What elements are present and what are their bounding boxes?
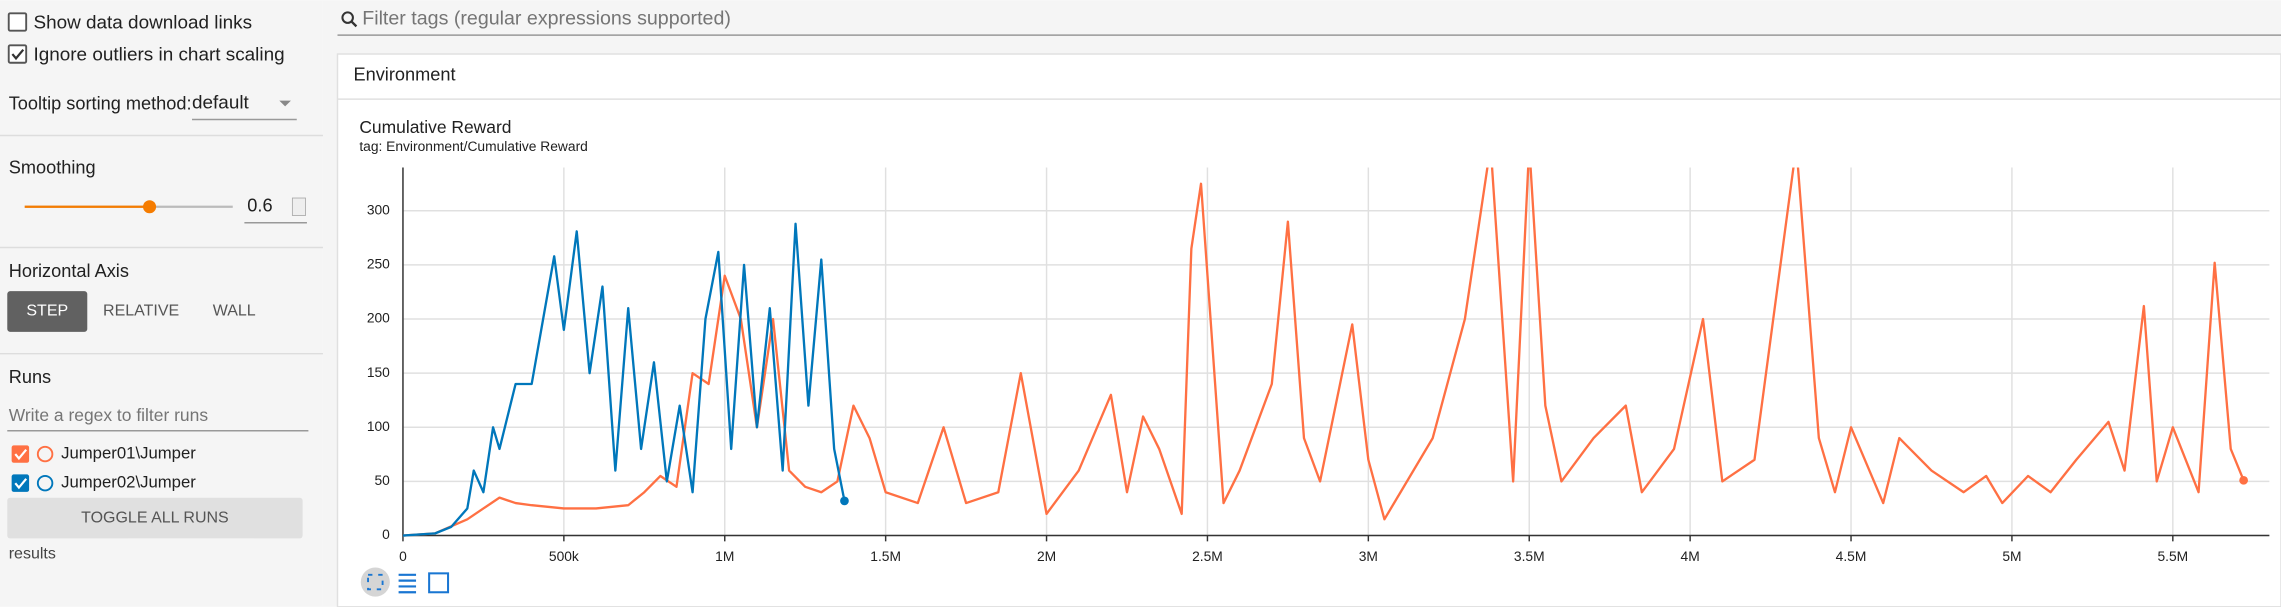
y-tick-label: 150 (367, 364, 390, 380)
slider-thumb[interactable] (142, 200, 157, 214)
y-tick-label: 0 (382, 526, 390, 542)
smoothing-input[interactable]: 0.6 (247, 196, 272, 216)
check-mark (14, 478, 28, 490)
x-tick-label: 1.5M (870, 548, 901, 564)
option-label: Show data download links (33, 12, 252, 33)
run-checkbox[interactable] (11, 445, 30, 463)
option-label: Tooltip sorting method: (9, 94, 192, 114)
card (336, 53, 2281, 607)
series-line (402, 167, 2245, 537)
search-icon (341, 11, 354, 24)
x-tick-label: 3.5M (1514, 548, 1545, 564)
option-label: Ignore outliers in chart scaling (33, 44, 284, 65)
x-tick-label: 2M (1037, 548, 1056, 564)
chart-subtitle: tag: Environment/Cumulative Reward (359, 138, 588, 154)
x-tick-label: 0 (399, 548, 407, 564)
search-icon (350, 20, 358, 28)
x-tick-label: 3M (1359, 548, 1378, 564)
run-checkbox[interactable] (11, 474, 30, 492)
fit-button[interactable] (360, 567, 390, 597)
end-point (840, 496, 849, 506)
x-tick-label: 4M (1681, 548, 1700, 564)
x-tick-label: 4.5M (1836, 548, 1867, 564)
zoom-button[interactable] (428, 572, 450, 594)
check-mark (11, 48, 25, 61)
fit-icon (367, 573, 384, 591)
y-tick-label: 250 (367, 256, 390, 272)
x-tick-label: 5M (2002, 548, 2021, 564)
section-label: Runs (9, 367, 51, 387)
run-list: Jumper01\Jumper Jumper02\Jumper (11, 443, 196, 492)
y-tick-label: 300 (367, 201, 390, 217)
axis-button[interactable]: RELATIVE (103, 303, 179, 320)
run-color (36, 474, 54, 492)
x-tick-label: 1M (715, 548, 734, 564)
run-color (36, 445, 54, 463)
chart-title: Cumulative Reward (359, 117, 511, 137)
legend-button[interactable] (398, 573, 417, 594)
y-tick-label: 200 (367, 310, 390, 326)
section-title[interactable]: Environment (353, 65, 455, 85)
tag-filter[interactable]: Filter tags (regular expressions support… (362, 7, 731, 29)
x-tick-label: 2.5M (1192, 548, 1223, 564)
y-tick-label: 100 (367, 418, 390, 434)
series-line (402, 222, 846, 537)
toggle-label[interactable]: TOGGLE ALL RUNS (81, 509, 229, 526)
end-point (2239, 475, 2248, 485)
plot (402, 167, 2248, 537)
check-mark (14, 449, 28, 461)
axis-button-active[interactable] (7, 291, 88, 332)
spinner[interactable] (291, 197, 306, 216)
runs-filter[interactable]: Write a regex to filter runs (9, 405, 209, 425)
axis-button[interactable]: WALL (213, 303, 256, 320)
y-tick-label: 50 (375, 472, 391, 488)
checkbox[interactable] (7, 44, 28, 64)
toggle-button[interactable] (7, 497, 303, 539)
x-tick-label: 5.5M (2157, 548, 2188, 564)
section-label: Horizontal Axis (9, 261, 129, 281)
run-name: Jumper01\Jumper (61, 443, 196, 462)
axis-button[interactable]: STEP (26, 303, 68, 320)
dropdown-value[interactable]: default (192, 92, 250, 113)
x-tick-label: 500k (549, 548, 579, 564)
grid: 0 50 100 150 200 250 300 0 500k 1M 1.5M 2M 2.5M 3M 3.5… (367, 167, 2270, 564)
dropdown-arrow[interactable] (279, 100, 291, 107)
section-label: Smoothing (9, 158, 96, 178)
results-label: results (9, 546, 56, 563)
run-name: Jumper02\Jumper (61, 473, 196, 492)
checkbox[interactable] (7, 12, 28, 32)
